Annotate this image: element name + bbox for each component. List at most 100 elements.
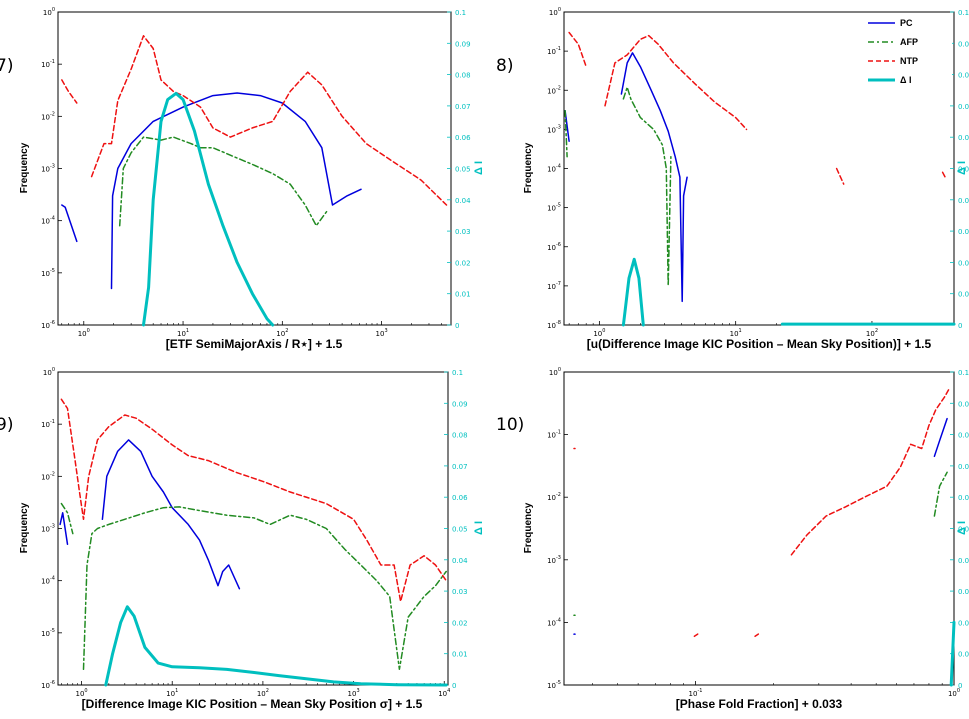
- series-di-line: [142, 91, 275, 327]
- series-ntp-line: [693, 633, 699, 638]
- x-tick-label: 104: [438, 688, 450, 698]
- panel-label-9: 9): [0, 415, 13, 435]
- y-axis-label: Frequency: [19, 142, 30, 193]
- series-ntp-line: [835, 167, 845, 185]
- x-tick-label: 102: [866, 328, 878, 338]
- legend-label-pc: PC: [900, 18, 913, 28]
- series-pc-line: [101, 439, 241, 590]
- y2-tick-label: 0: [958, 682, 962, 690]
- y2-tick-label: 0.02: [958, 259, 969, 267]
- series-afp-line: [118, 136, 328, 227]
- y2-tick-label: 0.01: [958, 291, 969, 299]
- y2-tick-label: 0.1: [958, 9, 969, 17]
- plot-series: [564, 31, 956, 327]
- y-tick-label: 100: [549, 367, 561, 377]
- y2-tick-label: 0.03: [958, 228, 969, 236]
- y2-tick-label: 0: [958, 322, 962, 330]
- y2-tick-label: 0.06: [455, 134, 471, 142]
- y2-tick-label: 0.1: [452, 369, 463, 377]
- y2-ticks: 0 0.01 0.02 0.03 0.04 0.05 0.06 0.07 0.08 0.09 0.1: [950, 369, 969, 690]
- x-ticks: 100 101 102 103: [61, 321, 442, 338]
- y2-tick-label: 0.09: [455, 40, 471, 48]
- x-axis-label: [Difference Image KIC Position – Mean Sk…: [82, 697, 423, 711]
- panel-label-10: 10): [496, 415, 524, 435]
- x-tick-label: 101: [166, 688, 178, 698]
- y2-tick-label: 0.07: [452, 463, 468, 471]
- y2-axis-label: Δ I: [956, 521, 968, 535]
- y-tick-label: 10-2: [547, 492, 561, 502]
- x-tick-label: 103: [348, 688, 360, 698]
- y2-tick-label: 0.01: [455, 291, 471, 299]
- y2-tick-label: 0.07: [958, 463, 969, 471]
- y2-tick-label: 0.04: [958, 197, 969, 205]
- y-tick-label: 10-3: [547, 124, 561, 134]
- y-ticks: 10-8 10-7 10-6 10-5 10-4 10-3 10-2 10-1 100: [547, 7, 568, 330]
- x-axis-label: [Phase Fold Fraction] + 0.033: [676, 697, 843, 711]
- y2-tick-label: 0.02: [958, 619, 969, 627]
- y-ticks: 10-6 10-5 10-4 10-3 10-2 10-1 100: [41, 367, 62, 690]
- y-tick-label: 10-1: [41, 59, 55, 69]
- y2-tick-label: 0.05: [455, 166, 471, 174]
- y2-tick-label: 0: [452, 682, 456, 690]
- series-ntp-line: [604, 34, 748, 131]
- series-pc-line: [620, 52, 688, 303]
- x-tick-label: 102: [257, 688, 269, 698]
- x-tick-label: 10-1: [689, 688, 703, 698]
- y-tick-label: 100: [549, 7, 561, 17]
- panel-10: 10) 10-5 10-4 10-3 10-2 10-1 100 0 0.01 0.02 0.0…: [496, 367, 969, 711]
- y2-tick-label: 0.07: [958, 103, 969, 111]
- y2-tick-label: 0.02: [455, 259, 471, 267]
- y-tick-label: 10-5: [41, 268, 55, 278]
- panel-9: 9) 10-6 10-5 10-4 10-3 10-2 10-1 100 0 0.01 0.02…: [0, 367, 485, 711]
- series-pc-line: [110, 92, 362, 290]
- legend-box: [862, 14, 952, 99]
- x-tick-label: 101: [177, 328, 189, 338]
- y2-axis-label: Δ I: [956, 161, 968, 175]
- series-ntp-line: [61, 79, 78, 104]
- x-axis-label: [u(Difference Image KIC Position – Mean …: [587, 337, 932, 351]
- plot-frame: [57, 11, 452, 326]
- series-afp-line: [564, 109, 568, 158]
- y-tick-label: 10-6: [547, 242, 561, 252]
- series-ntp-line: [90, 35, 448, 206]
- y-tick-label: 10-2: [547, 85, 561, 95]
- x-tick-label: 100: [78, 328, 90, 338]
- legend-label-delta-i: Δ I: [900, 75, 911, 85]
- y2-ticks: 0 0.01 0.02 0.03 0.04 0.05 0.06 0.07 0.08 0.09 0.1: [444, 369, 468, 690]
- plot-series: [61, 35, 448, 327]
- y-tick-label: 10-6: [41, 680, 55, 690]
- series-pc-line: [61, 204, 78, 243]
- series-ntp-line: [60, 398, 447, 603]
- y2-tick-label: 0.08: [452, 432, 468, 440]
- x-tick-label: 101: [730, 328, 742, 338]
- y-tick-label: 10-3: [41, 164, 55, 174]
- y2-tick-label: 0.1: [455, 9, 466, 17]
- y2-tick-label: 0.09: [958, 40, 969, 48]
- y2-tick-label: 0.01: [958, 651, 969, 659]
- y-tick-label: 100: [43, 367, 55, 377]
- series-ntp-line: [790, 387, 951, 556]
- panel-8: 8) 10-8 10-7 10-6 10-5 10-4 10-3 10-2 10-1 100 0…: [496, 7, 969, 351]
- y-tick-label: 10-3: [41, 524, 55, 534]
- y-tick-label: 10-8: [547, 320, 561, 330]
- x-ticks: 100 101 102 103 104: [61, 681, 450, 698]
- series-afp-line: [82, 506, 447, 671]
- plot-frame: [563, 371, 955, 686]
- y2-axis-label: Δ I: [473, 161, 485, 175]
- plot-series: [59, 398, 448, 687]
- series-di-line: [104, 605, 448, 687]
- series-afp-line: [622, 86, 672, 287]
- y2-tick-label: 0.06: [958, 494, 969, 502]
- x-axis-label: [ETF SemiMajorAxis / R⋆] + 1.5: [166, 337, 343, 351]
- y2-tick-label: 0.07: [455, 103, 471, 111]
- y-ticks: 10-6 10-5 10-4 10-3 10-2 10-1 100: [41, 7, 62, 330]
- y-tick-label: 10-4: [41, 216, 55, 226]
- y-tick-label: 10-4: [547, 164, 561, 174]
- y-ticks: 10-5 10-4 10-3 10-2 10-1 100: [547, 367, 568, 690]
- y2-tick-label: 0: [455, 322, 459, 330]
- y2-tick-label: 0.04: [452, 557, 468, 565]
- y2-tick-label: 0.03: [452, 588, 468, 596]
- y-tick-label: 10-3: [547, 555, 561, 565]
- y2-axis-label: Δ I: [473, 521, 485, 535]
- y-tick-label: 10-2: [41, 111, 55, 121]
